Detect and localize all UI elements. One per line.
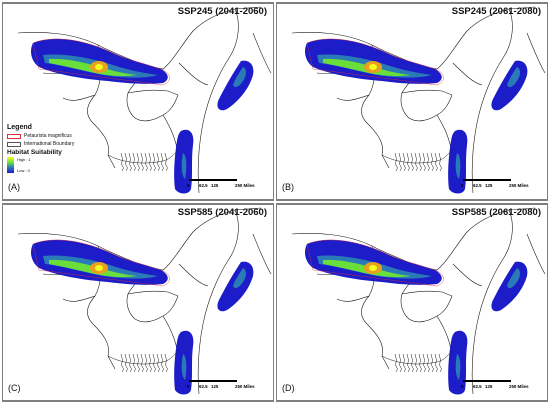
panel-letter: (C) [8, 383, 21, 393]
scale-tick-label: 62.5 [473, 384, 482, 389]
scale-tick-label: 125 [485, 384, 493, 389]
species-range-outline [32, 38, 170, 86]
scale-tick-label: 0 [461, 384, 464, 389]
map-canvas [17, 6, 272, 194]
frame-bottom [3, 397, 273, 401]
boundary-line [178, 62, 209, 86]
ramp-labels: High : 1 Low : 0 [17, 157, 31, 173]
scale-tick-label: 62.5 [199, 384, 208, 389]
map-panel: SSP585 (2041-2060) (C) 0 62.5 125 250 Miles [2, 203, 274, 402]
panel-title: SSP585 (2061-2080) [451, 207, 541, 218]
scale-bar: 0 62.5 125 250 Miles [187, 380, 269, 394]
suitability-title: Habitat Suitability [7, 149, 62, 156]
boundary-line [471, 209, 513, 395]
frame-bottom [277, 397, 547, 401]
northeast-suitability-band [217, 60, 254, 111]
scale-tick-label: 62.5 [199, 183, 208, 188]
boundary-line [252, 233, 272, 275]
northeast-suitability-band [491, 261, 528, 312]
scale-bar: 0 62.5 125 250 Miles [461, 179, 543, 193]
scale-bar-graphic [189, 179, 237, 181]
boundary-line [197, 8, 239, 194]
map-canvas [17, 207, 272, 395]
boundary-line [252, 32, 272, 74]
scale-bar-graphic [189, 380, 237, 382]
legend-item: International Boundary [7, 141, 107, 147]
map-legend: Legend Petaurista magnificus Internation… [7, 124, 107, 173]
southern-suitability-band [174, 129, 194, 194]
suitability-ramp-row: High : 1 Low : 0 [7, 157, 107, 173]
panel-letter: (A) [8, 182, 20, 192]
scale-tick-label: 250 Miles [235, 384, 255, 389]
panel-title: SSP245 (2061-2080) [451, 6, 541, 17]
legend-item: Petaurista magnificus [7, 133, 107, 139]
boundary-line [400, 89, 453, 122]
coastline [107, 349, 180, 373]
boundary-line [400, 290, 453, 323]
panel-title: SSP585 (2041-2060) [177, 207, 267, 218]
frame-top [277, 3, 547, 7]
ramp-high-label: High : 1 [17, 157, 31, 162]
himalaya-suitability-band [305, 239, 442, 285]
scale-tick-label: 125 [211, 183, 219, 188]
scale-tick-label: 250 Miles [509, 183, 529, 188]
frame-bottom [3, 196, 273, 200]
himalaya-suitability-band [31, 239, 168, 285]
scale-tick-label: 125 [211, 384, 219, 389]
coastline [107, 148, 180, 172]
species-range-outline [306, 239, 444, 287]
scale-tick-label: 250 Miles [509, 384, 529, 389]
map-panel: SSP245 (2061-2080) (B) 0 62.5 125 250 Miles [276, 2, 548, 201]
boundary-line [471, 8, 513, 194]
map-canvas [291, 6, 546, 194]
southern-suitability-band [448, 330, 468, 395]
panel-title: SSP245 (2041-2060) [177, 6, 267, 17]
scale-tick-label: 0 [187, 183, 190, 188]
southern-suitability-band [174, 330, 194, 395]
boundary-line [452, 62, 483, 86]
map-panel: SSP585 (2061-2080) (D) 0 62.5 125 250 Miles [276, 203, 548, 402]
coastline [381, 349, 454, 373]
frame-top [3, 204, 273, 208]
frame-top [3, 3, 273, 7]
species-range-outline [306, 38, 444, 86]
scale-bar: 0 62.5 125 250 Miles [187, 179, 269, 193]
southern-suitability-band [448, 129, 468, 194]
legend-item-label: International Boundary [24, 141, 75, 147]
map-panel: SSP245 (2041-2060) (A) 0 62.5 125 250 Miles Le… [2, 2, 274, 201]
scale-tick-label: 125 [485, 183, 493, 188]
scale-bar: 0 62.5 125 250 Miles [461, 380, 543, 394]
northeast-suitability-band [217, 261, 254, 312]
scale-tick-label: 62.5 [473, 183, 482, 188]
map-canvas [291, 207, 546, 395]
scale-tick-label: 250 Miles [235, 183, 255, 188]
coastline [381, 148, 454, 172]
panel-letter: (B) [282, 182, 294, 192]
boundary-line [526, 233, 546, 275]
himalaya-suitability-band [305, 38, 442, 84]
ramp-low-label: Low : 0 [17, 168, 30, 173]
frame-top [277, 204, 547, 208]
boundary-line [178, 263, 209, 287]
panel-letter: (D) [282, 383, 295, 393]
scale-tick-label: 0 [187, 384, 190, 389]
legend-item-label: Petaurista magnificus [24, 133, 72, 139]
boundary-line [126, 89, 179, 122]
himalaya-suitability-band [31, 38, 168, 84]
legend-swatch [7, 133, 21, 139]
species-range-outline [32, 239, 170, 287]
boundary-line [452, 263, 483, 287]
northeast-suitability-band [491, 60, 528, 111]
boundary-line [126, 290, 179, 323]
boundary-line [197, 209, 239, 395]
legend-title: Legend [7, 124, 32, 131]
scale-tick-label: 0 [461, 183, 464, 188]
scale-bar-graphic [463, 380, 511, 382]
suitability-color-ramp [7, 157, 14, 173]
frame-bottom [277, 196, 547, 200]
scale-bar-graphic [463, 179, 511, 181]
boundary-line [526, 32, 546, 74]
legend-swatch [7, 141, 21, 147]
